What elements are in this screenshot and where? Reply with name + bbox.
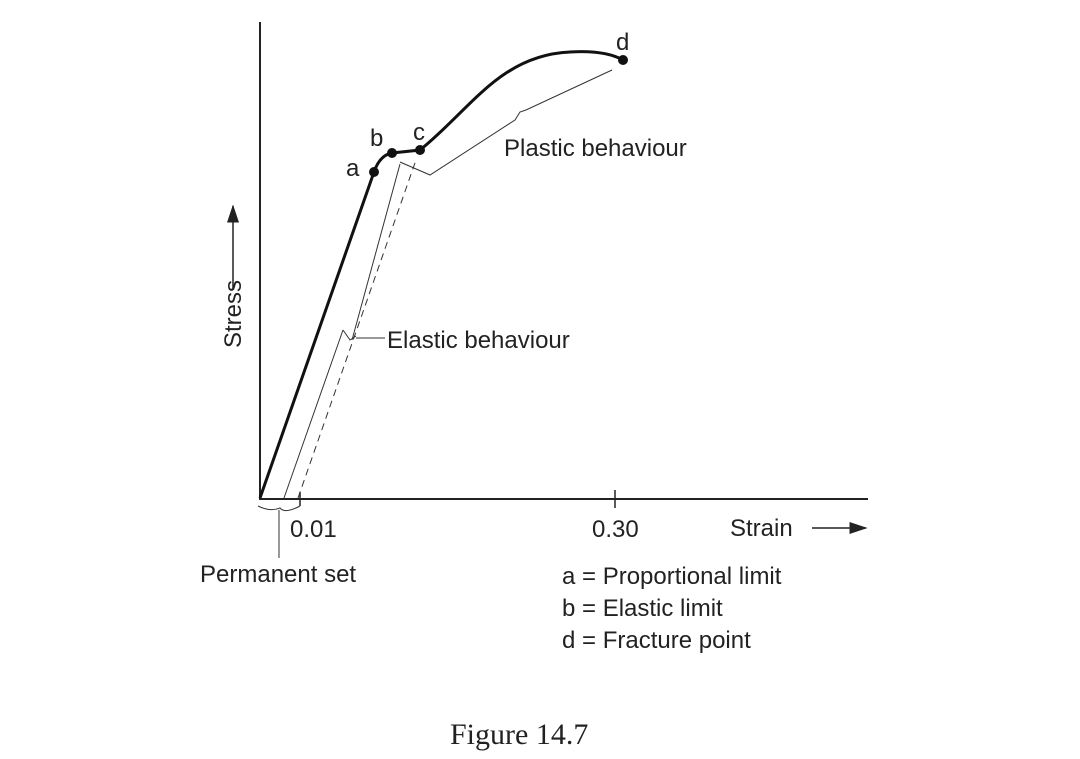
y-label: Stress xyxy=(220,280,247,348)
point xyxy=(369,167,379,177)
point xyxy=(387,148,397,158)
point-label: d xyxy=(616,29,629,56)
point-label: a xyxy=(346,155,360,182)
region-label: Plastic behaviour xyxy=(504,135,687,162)
permanent-brace xyxy=(257,505,301,512)
x-mark: 0.30 xyxy=(592,516,639,543)
point-label: c xyxy=(413,119,425,146)
point-label: b xyxy=(370,125,383,152)
region-label: Permanent set xyxy=(200,561,356,588)
key-item: a = Proportional limit xyxy=(562,563,782,590)
point xyxy=(415,145,425,155)
caption: Figure 14.7 xyxy=(450,718,588,751)
x-label: Strain xyxy=(730,515,793,542)
key-item: d = Fracture point xyxy=(562,627,751,654)
key-item: b = Elastic limit xyxy=(562,595,723,622)
point xyxy=(618,55,628,65)
elastic-brace xyxy=(283,163,401,499)
region-label: Elastic behaviour xyxy=(387,327,570,354)
x-mark: 0.01 xyxy=(290,516,337,543)
plastic-brace xyxy=(399,69,613,176)
stress-strain-curve xyxy=(258,50,624,499)
